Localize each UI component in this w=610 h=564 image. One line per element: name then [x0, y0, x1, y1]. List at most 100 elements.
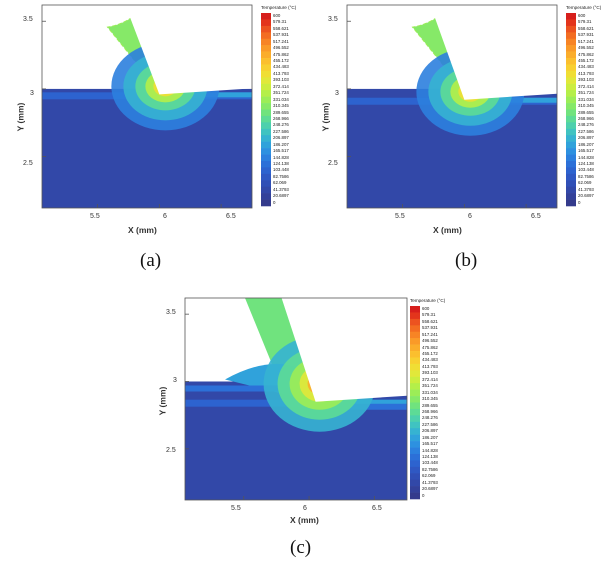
legend-swatch — [566, 51, 576, 59]
legend-swatch — [410, 318, 420, 326]
plot-frame — [184, 297, 408, 501]
legend-label: 124.138 — [578, 160, 594, 166]
legend-label: 537.931 — [422, 325, 438, 331]
legend-label: 20.6897 — [273, 193, 289, 199]
legend-label: 0 — [273, 199, 276, 205]
legend-swatch — [410, 383, 420, 390]
legend-label: 82.7586 — [578, 173, 594, 179]
y-tick-label: 3 — [30, 90, 34, 97]
legend-label: 517.241 — [422, 331, 438, 337]
plot-area — [346, 4, 576, 209]
legend-swatch — [261, 90, 271, 97]
y-tick-label: 3.5 — [328, 16, 338, 23]
legend-label: 248.276 — [422, 415, 438, 421]
legend-label: 558.621 — [578, 25, 594, 31]
legend-label: 206.897 — [273, 135, 289, 141]
legend-swatch — [566, 103, 576, 110]
legend-label: 206.897 — [422, 428, 438, 434]
legend-swatch — [261, 167, 271, 175]
legend-swatch — [566, 148, 576, 155]
legend-swatch — [566, 115, 576, 123]
legend-label: 186.207 — [273, 141, 289, 147]
legend-label: 289.655 — [422, 402, 438, 408]
legend-swatch — [261, 173, 271, 181]
legend-label: 600 — [578, 13, 586, 18]
legend-label: 496.552 — [578, 45, 594, 51]
legend-label: 310.345 — [422, 396, 438, 402]
legend-swatch — [566, 45, 576, 52]
caption: (b) — [455, 250, 478, 271]
legend-label: 331.034 — [578, 96, 594, 102]
legend-swatch — [566, 58, 576, 65]
legend-swatch — [410, 473, 420, 480]
legend-swatch — [410, 306, 420, 313]
legend-label: 331.034 — [273, 96, 289, 102]
legend-label: 41.3793 — [273, 186, 289, 192]
legend-swatch — [410, 344, 420, 352]
legend-label: 537.931 — [273, 32, 289, 38]
legend-label: 62.069 — [578, 180, 592, 186]
legend-label: 103.448 — [273, 167, 289, 173]
legend-label: 186.207 — [422, 434, 438, 440]
legend-label: 393.103 — [578, 77, 594, 83]
legend-label: 579.31 — [578, 19, 592, 25]
legend-swatch — [410, 408, 420, 416]
legend-swatch — [261, 45, 271, 52]
legend-swatch — [410, 415, 420, 423]
legend-label: 413.793 — [273, 70, 289, 76]
legend-swatch — [566, 83, 576, 91]
legend-label: 558.621 — [422, 318, 438, 324]
legend-label: 62.069 — [422, 473, 436, 479]
legend-label: 579.31 — [422, 312, 436, 318]
legend-swatch — [261, 160, 271, 168]
x-tick-label: 6 — [468, 213, 472, 220]
legend-label: 351.724 — [273, 90, 289, 96]
x-axis-title: X (mm) — [128, 225, 157, 235]
legend-label: 475.862 — [273, 51, 289, 57]
legend-label: 186.207 — [578, 141, 594, 147]
legend-swatch — [261, 58, 271, 65]
x-tick-label: 6 — [163, 213, 167, 220]
legend-label: 289.655 — [578, 109, 594, 115]
legend-label: 0 — [422, 492, 425, 498]
y-tick-label: 3.5 — [166, 309, 176, 316]
legend-label: 144.828 — [422, 447, 438, 453]
x-axis-title: X (mm) — [433, 225, 462, 235]
legend-swatch — [261, 122, 271, 130]
legend-swatch — [261, 193, 271, 200]
legend-label: 62.069 — [273, 180, 287, 186]
legend-swatch — [566, 64, 576, 72]
legend-swatch — [566, 135, 576, 142]
x-tick-label: 5.5 — [231, 505, 241, 512]
legend-swatch — [410, 396, 420, 403]
legend-swatch — [410, 466, 420, 474]
panel-a: Y (mm) 3.5 3 2.5 5.5 6 6.5 X (mm) Temper… — [0, 0, 305, 280]
legend-swatch — [566, 167, 576, 175]
y-tick-label: 3 — [335, 90, 339, 97]
panel-b: Y (mm) 3.5 3 2.5 5.5 6 6.5 X (mm) Temper… — [305, 0, 610, 280]
y-axis-title: Y (mm) — [320, 102, 331, 132]
caption: (a) — [140, 250, 162, 271]
y-axis-title: Y (mm) — [15, 102, 26, 132]
legend-swatch — [410, 492, 420, 500]
legend-label: 455.172 — [273, 58, 289, 64]
legend-label: 579.31 — [273, 19, 287, 25]
x-tick-label: 5.5 — [90, 213, 100, 220]
x-tick-label: 6 — [303, 505, 307, 512]
legend-swatch — [410, 370, 420, 378]
y-tick-label: 2.5 — [166, 447, 176, 454]
legend-label: 124.138 — [273, 160, 289, 166]
legend-swatch — [566, 160, 576, 168]
legend-swatch — [261, 19, 271, 27]
y-tick-label: 3.5 — [23, 16, 33, 23]
cutting-tool — [430, 5, 557, 100]
legend-label: 413.793 — [422, 363, 438, 369]
legend-swatch — [410, 421, 420, 429]
legend-swatch — [410, 441, 420, 448]
plot-frame — [346, 4, 558, 209]
legend-swatch — [566, 32, 576, 40]
legend-label: 165.517 — [273, 148, 289, 154]
legend-swatch — [566, 77, 576, 85]
legend-swatch — [410, 486, 420, 493]
plot-area — [41, 4, 271, 209]
